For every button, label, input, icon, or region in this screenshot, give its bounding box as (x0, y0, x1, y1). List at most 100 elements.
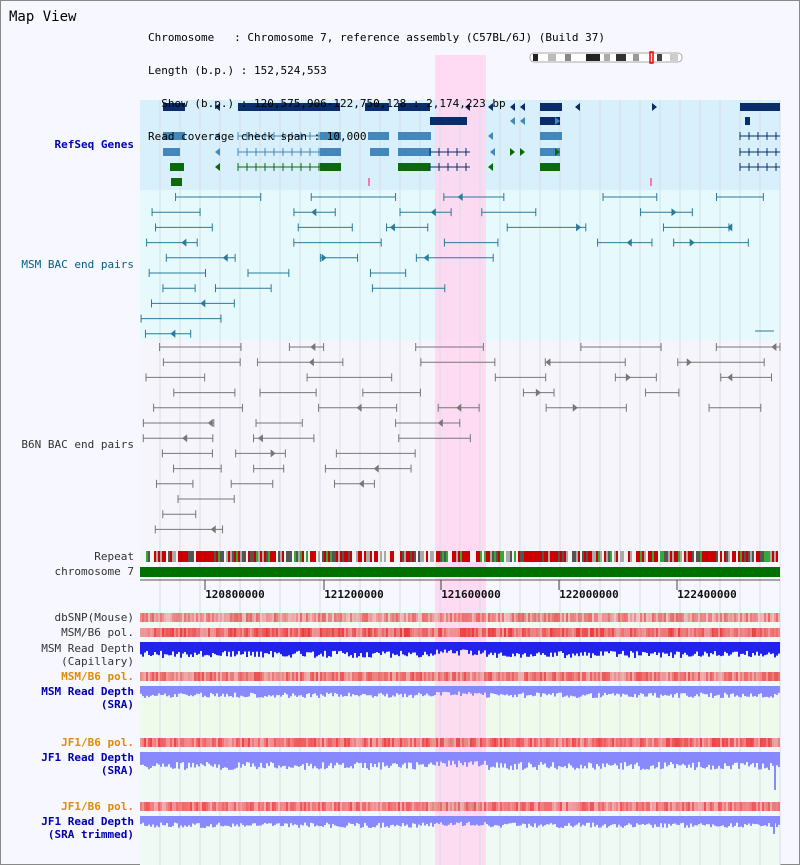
msm-pol-sra-cell (740, 672, 742, 681)
jf1-depth-bar (656, 752, 658, 768)
msm-pol-sra-cell (272, 672, 274, 681)
repeat-block (778, 551, 780, 562)
repeat-block (216, 551, 218, 562)
msm-pol-cell (658, 628, 660, 637)
jf1-pol-cell (458, 738, 460, 747)
msm-pol-sra-cell (502, 672, 504, 681)
msm-pol-cell (672, 628, 674, 637)
jf1-pol-cell (354, 738, 356, 747)
jf1-pol-trim-cell (680, 802, 682, 811)
jf1-pol-cell (542, 738, 544, 747)
jf1-trim-bar (420, 816, 422, 826)
jf1-depth-bar (560, 752, 562, 767)
jf1-trim-bar (580, 816, 582, 827)
msm-pol-cell (540, 628, 542, 637)
msm-pol-cell (314, 628, 316, 637)
jf1-pol-trim-cell (740, 802, 742, 811)
track-label-refseq[interactable]: RefSeq Genes (54, 138, 134, 151)
track-label-b6n-bac[interactable]: B6N BAC end pairs (21, 438, 134, 451)
dbsnp-cell (220, 613, 222, 622)
repeat-block (720, 551, 722, 562)
jf1-pol-cell (744, 738, 746, 747)
jf1-depth-bar (700, 752, 702, 767)
msm-depth-sra-bar (174, 686, 176, 695)
jf1-depth-bar (412, 752, 414, 770)
repeat-block (464, 551, 466, 562)
jf1-trim-bar (280, 816, 282, 827)
length-info: Length (b.p.) : 152,524,553 (148, 64, 327, 77)
repeat-block (196, 551, 198, 562)
jf1-depth-bar (400, 752, 402, 768)
dbsnp-cell (568, 613, 570, 622)
msm-depth-sra-bar (450, 686, 452, 696)
msm-depth-cap-bar (672, 642, 674, 658)
dbsnp-cell (574, 613, 576, 622)
msm-pol-sra-cell (614, 672, 616, 681)
jf1-pol-cell (764, 738, 766, 747)
msm-pol-cell (736, 628, 738, 637)
msm-pol-cell (554, 628, 556, 637)
jf1-pol-cell (358, 738, 360, 747)
jf1-trim-bar (532, 816, 534, 828)
jf1-pol-cell (518, 738, 520, 747)
jf1-trim-bar (244, 816, 246, 827)
msm-depth-cap-bar (626, 642, 628, 656)
jf1-depth-bar (294, 752, 296, 766)
dbsnp-cell (562, 613, 564, 622)
jf1-trim-bar (240, 816, 242, 824)
msm-pol-cell (396, 628, 398, 637)
msm-pol-sra-cell (346, 672, 348, 681)
msm-depth-sra-bar (588, 686, 590, 695)
jf1-depth-bar (142, 752, 144, 765)
dbsnp-cell (270, 613, 272, 622)
track-label-msm-bac[interactable]: MSM BAC end pairs (21, 258, 134, 271)
jf1-depth-bar (158, 752, 160, 765)
jf1-pol-trim-cell (636, 802, 638, 811)
msm-depth-cap-bar (292, 642, 294, 655)
dbsnp-cell (536, 613, 538, 622)
msm-depth-cap-bar (740, 642, 742, 654)
msm-depth-cap-bar (212, 642, 214, 654)
msm-depth-cap-bar (474, 642, 476, 655)
msm-depth-sra-bar (324, 686, 326, 697)
msm-depth-sra-bar (328, 686, 330, 694)
msm-depth-cap-bar (242, 642, 244, 655)
msm-depth-cap-bar (636, 642, 638, 652)
jf1-pol-trim-cell (458, 802, 460, 811)
msm-depth-cap-bar (210, 642, 212, 658)
jf1-trim-bar (414, 816, 416, 824)
jf1-pol-cell (574, 738, 576, 747)
dbsnp-cell (686, 613, 688, 622)
repeat-block (362, 551, 364, 562)
jf1-depth-bar (752, 752, 754, 764)
jf1-pol-trim-cell (616, 802, 618, 811)
jf1-depth-bar (170, 752, 172, 768)
jf1-pol-cell (740, 738, 742, 747)
jf1-depth-bar (728, 752, 730, 766)
jf1-trim-bar (268, 816, 270, 824)
msm-bac-arrow (430, 208, 436, 217)
repeat-block (376, 551, 378, 562)
jf1-trim-bar (620, 816, 622, 827)
jf1-pol-cell (290, 738, 292, 747)
jf1-pol-cell (346, 738, 348, 747)
jf1-depth-bar (394, 752, 396, 764)
repeat-block (704, 551, 706, 562)
msm-pol-cell (316, 628, 318, 637)
msm-pol-cell (746, 628, 748, 637)
msm-pol-sra-cell (212, 672, 214, 681)
msm-depth-cap-bar (154, 642, 156, 653)
jf1-pol-trim-cell (712, 802, 714, 811)
jf1-trim-bar (552, 816, 554, 825)
dbsnp-cell (242, 613, 244, 622)
msm-pol-sra-cell (674, 672, 676, 681)
jf1-depth-bar (146, 752, 148, 768)
msm-pol-cell (434, 628, 436, 637)
msm-pol-cell (572, 628, 574, 637)
msm-depth-sra-bar (552, 686, 554, 694)
jf1-pol-cell (366, 738, 368, 747)
refseq-marker (650, 178, 652, 186)
msm-pol-sra-cell (756, 672, 758, 681)
jf1-depth-bar (764, 752, 766, 769)
